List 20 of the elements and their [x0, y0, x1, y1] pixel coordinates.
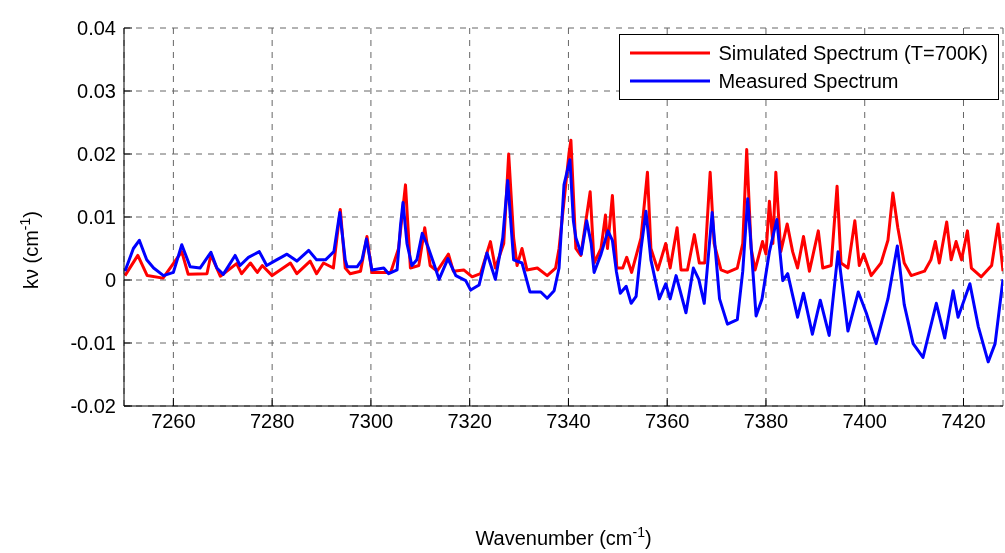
y-tick-label: 0.03: [77, 80, 116, 103]
x-tick-label: 7260: [151, 410, 196, 433]
y-tick-label: 0.01: [77, 206, 116, 229]
x-axis-title: Wavenumber (cm$^{-1}$): [475, 524, 652, 549]
x-tick-label: 7280: [249, 410, 295, 433]
line-series: [124, 158, 1003, 364]
x-tick-label: 7380: [743, 410, 789, 433]
x-tick-label: 7340: [546, 410, 591, 433]
y-tick-label: 0: [104, 269, 116, 292]
legend-label: Simulated Spectrum (T=700K): [718, 41, 988, 66]
x-tick-label: 7360: [644, 410, 690, 433]
y-tick-label: 0.02: [77, 143, 116, 166]
x-tick-label: 7400: [842, 410, 887, 433]
y-tick-label: -0.01: [70, 332, 116, 355]
legend-label: Measured Spectrum: [718, 69, 899, 94]
x-tick-label: 7320: [447, 410, 492, 433]
x-tick-label: 7300: [348, 410, 394, 433]
y-tick-label: 0.04: [77, 17, 116, 40]
y-tick-label: -0.02: [70, 395, 116, 418]
x-tick-label: 7420: [941, 410, 986, 433]
